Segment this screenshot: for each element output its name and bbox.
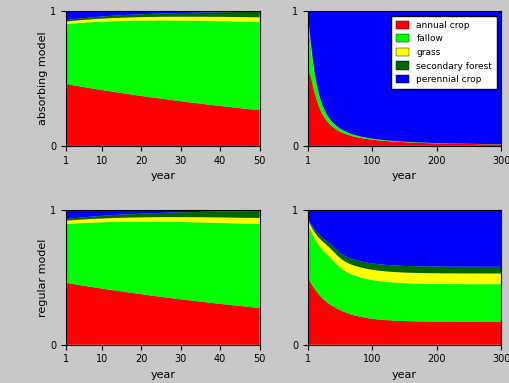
Legend: annual crop, fallow, grass, secondary forest, perennial crop: annual crop, fallow, grass, secondary fo… <box>391 16 497 89</box>
X-axis label: year: year <box>150 370 176 380</box>
X-axis label: year: year <box>150 171 176 181</box>
X-axis label: year: year <box>392 171 417 181</box>
X-axis label: year: year <box>392 370 417 380</box>
Y-axis label: regular model: regular model <box>38 238 47 317</box>
Y-axis label: absorbing model: absorbing model <box>38 32 47 126</box>
